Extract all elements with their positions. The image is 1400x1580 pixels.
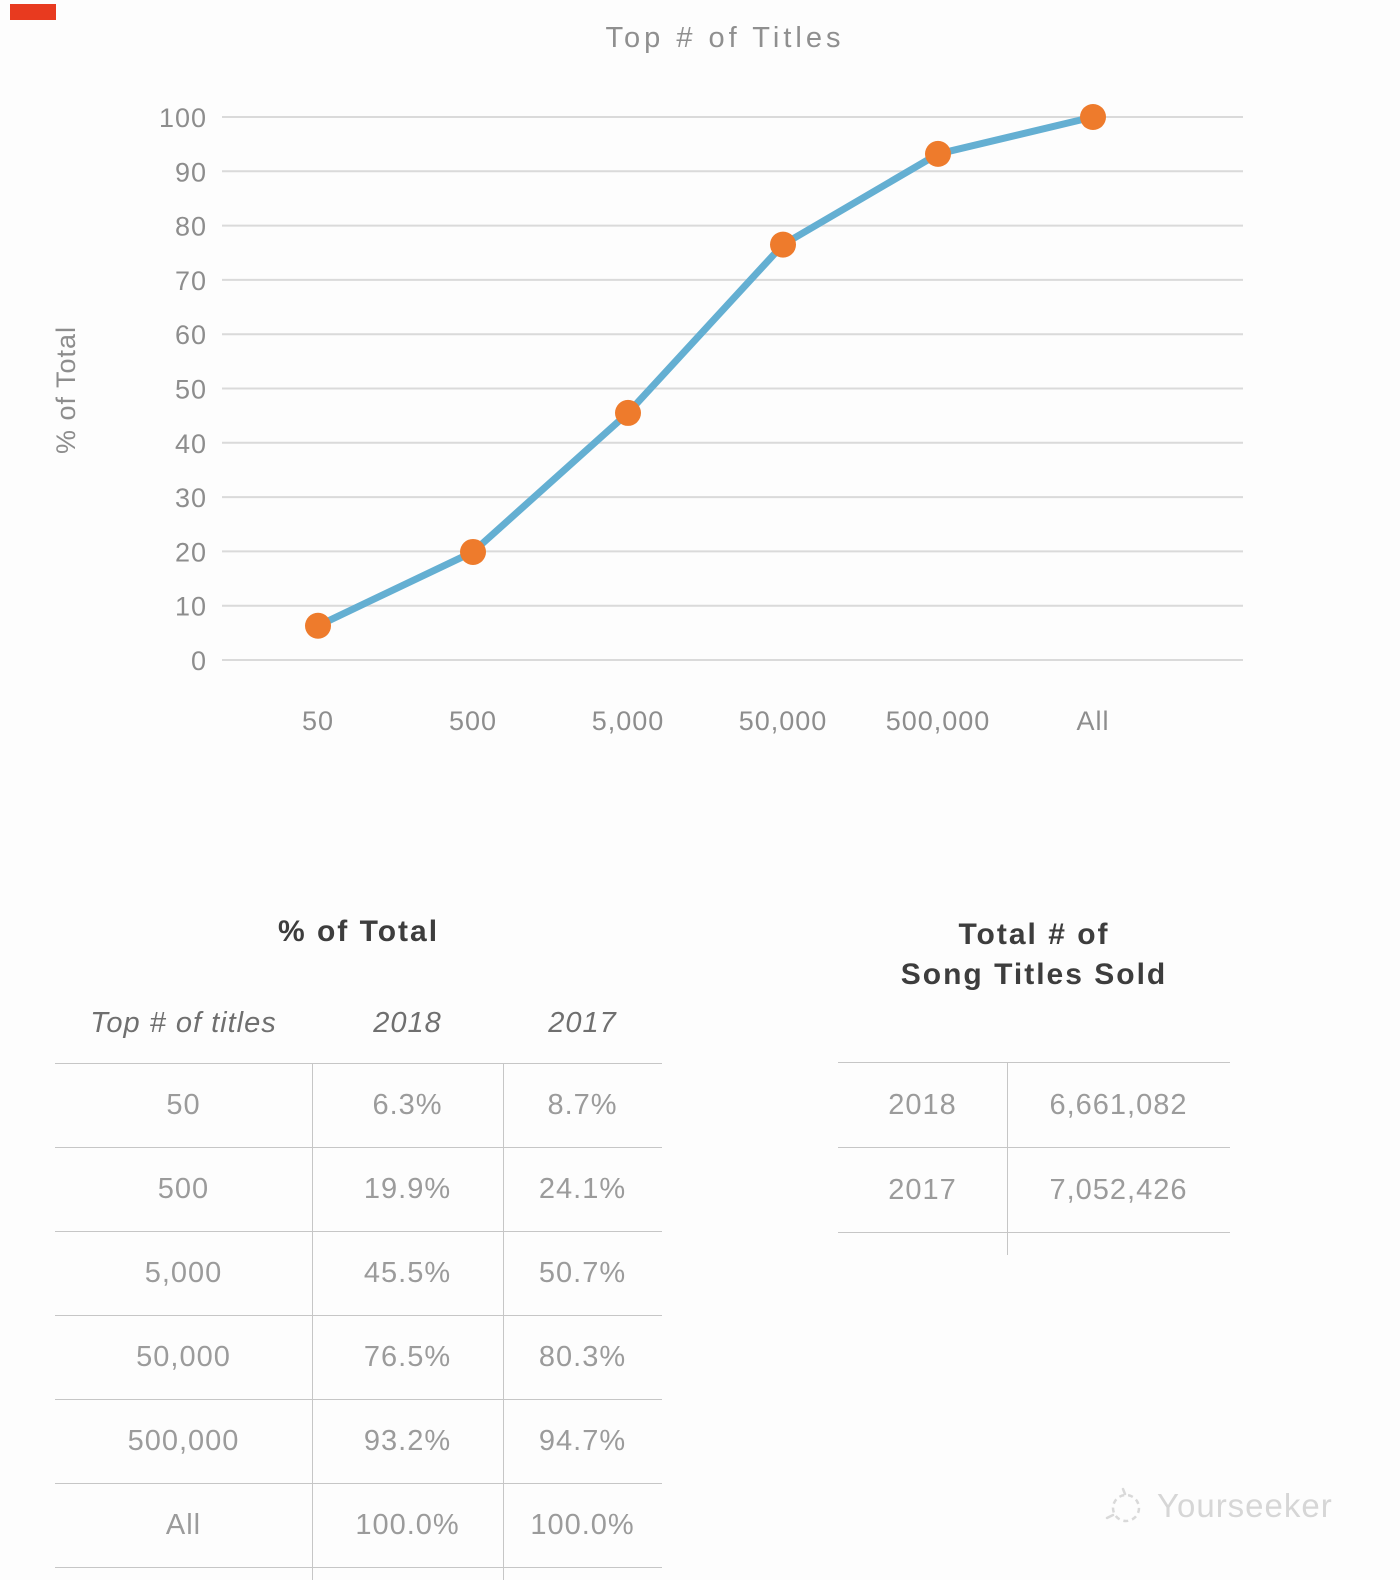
table-cell: 24.1% (538, 1173, 627, 1205)
table-cell: 50.7% (538, 1257, 627, 1289)
table-cell: 8.7% (547, 1089, 618, 1121)
table-cell: 500 (157, 1173, 210, 1205)
x-axis-tick-label: 500 (449, 706, 497, 736)
watermark: Yourseeker (1103, 1484, 1333, 1528)
x-axis-tick-label: 50,000 (739, 706, 828, 736)
data-point-marker (770, 231, 796, 258)
table-cell: 2017 (888, 1173, 957, 1206)
table-column-divider (1007, 1062, 1008, 1255)
table-cell: 100.0% (355, 1509, 460, 1541)
table-cell: 100.0% (530, 1509, 635, 1541)
data-point-marker (305, 612, 331, 639)
watermark-text: Yourseeker (1157, 1487, 1333, 1524)
data-point-marker (615, 399, 641, 426)
y-axis-tick-label: 70 (175, 266, 207, 296)
y-axis-tick-label: 90 (175, 157, 207, 187)
x-axis-tick-label: All (1076, 706, 1109, 736)
table-cell: 94.7% (538, 1425, 627, 1457)
left-table-body: 50 6.3% 8.7% 500 19.9% 24.1% 5,000 45.5% 50.7% 50… (55, 1063, 662, 1568)
left-table-title: % of Total (277, 915, 440, 948)
table-column-divider (312, 1063, 313, 1580)
series-line-2018 (314, 113, 1097, 630)
y-axis-title: % of Total (51, 326, 81, 454)
table-cell: 45.5% (363, 1257, 452, 1289)
left-table-header: Top # of titles 2018 2017 (55, 1007, 662, 1040)
y-axis-tick-label: 80 (175, 212, 207, 242)
table-cell: 7,052,426 (1049, 1173, 1188, 1206)
table-row: All 100.0% 100.0% (55, 1484, 662, 1568)
table-cell: All (165, 1509, 202, 1541)
data-point-marker (925, 140, 951, 167)
table-row: 50,000 76.5% 80.3% (55, 1316, 662, 1400)
y-axis-tick-label: 0 (191, 646, 207, 676)
y-axis-tick-label: 30 (175, 483, 207, 513)
header-top-number-of-titles: Top # of titles (90, 1007, 277, 1039)
y-axis-tick-label: 40 (175, 429, 207, 459)
y-axis-tick-label: 10 (175, 592, 207, 622)
y-axis-tick-label: 20 (175, 537, 207, 567)
table-row: 500,000 93.2% 94.7% (55, 1400, 662, 1484)
right-table-title: Total # of Song Titles Sold (838, 915, 1230, 995)
percent-of-total-table: % of Total Top # of titles 2018 2017 50 6… (55, 915, 662, 1580)
table-row: 50 6.3% 8.7% (55, 1064, 662, 1148)
table-cell: 6,661,082 (1049, 1088, 1188, 1121)
right-table-title-line2: Song Titles Sold (900, 958, 1168, 991)
table-cell: 50,000 (136, 1341, 231, 1373)
header-2017: 2017 (548, 1007, 617, 1039)
total-song-titles-sold-table: Total # of Song Titles Sold 2018 6,661,08… (838, 915, 1230, 1280)
table-row: 2018 6,661,082 (838, 1063, 1230, 1148)
table-cell: 93.2% (363, 1425, 452, 1457)
table-column-divider (503, 1063, 504, 1580)
y-axis-tick-label: 50 (175, 375, 207, 405)
header-2018: 2018 (373, 1007, 442, 1039)
data-point-marker (460, 538, 486, 565)
table-cell: 2018 (888, 1088, 957, 1121)
table-cell: 5,000 (144, 1257, 223, 1289)
table-cell: 500,000 (127, 1425, 240, 1457)
table-cell: 6.3% (372, 1089, 443, 1121)
table-row: 5,000 45.5% 50.7% (55, 1232, 662, 1316)
right-table-title-line1: Total # of (958, 918, 1110, 951)
x-axis-tick-label: 50 (302, 706, 334, 736)
yourseeker-logo-icon (1105, 1487, 1141, 1523)
table-row: 2017 7,052,426 (838, 1148, 1230, 1233)
table-cell: 50 (166, 1089, 201, 1121)
y-axis-tick-label: 60 (175, 320, 207, 350)
x-axis-tick-label: 5,000 (592, 706, 665, 736)
chart-title: Top # of Titles (606, 22, 845, 54)
table-cell: 80.3% (538, 1341, 627, 1373)
right-table-body: 2018 6,661,082 2017 7,052,426 (838, 1062, 1230, 1233)
corner-tag (10, 4, 56, 20)
table-cell: 76.5% (363, 1341, 452, 1373)
table-cell: 19.9% (363, 1173, 452, 1205)
line-chart: 0 10 20 30 40 50 60 70 80 90 100 50 500 5,000 50,000 50… (51, 22, 1243, 736)
y-axis-tick-label: 100 (159, 103, 207, 133)
x-axis-tick-label: 500,000 (886, 706, 991, 736)
table-row: 500 19.9% 24.1% (55, 1148, 662, 1232)
data-point-marker (1080, 104, 1106, 130)
